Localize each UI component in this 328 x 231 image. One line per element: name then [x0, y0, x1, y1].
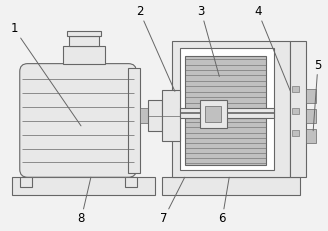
Bar — [180, 108, 274, 118]
Bar — [206, 106, 221, 122]
Text: 1: 1 — [10, 22, 81, 126]
Bar — [69, 36, 99, 46]
Bar — [63, 46, 105, 64]
Bar — [12, 177, 155, 195]
Bar — [185, 56, 266, 111]
Text: 8: 8 — [78, 177, 91, 225]
Bar — [172, 41, 291, 177]
Text: 5: 5 — [313, 59, 322, 131]
Text: 6: 6 — [218, 177, 229, 225]
Bar — [20, 177, 31, 187]
Bar — [293, 86, 299, 92]
Bar — [126, 177, 137, 187]
Bar — [67, 31, 101, 36]
Bar — [293, 108, 299, 114]
Bar — [306, 129, 316, 143]
Text: 2: 2 — [136, 5, 175, 91]
Bar — [199, 100, 227, 128]
Bar — [148, 100, 162, 131]
Bar — [293, 130, 299, 136]
Bar — [180, 48, 274, 170]
Bar — [162, 177, 300, 195]
Bar — [162, 90, 180, 141]
Text: 4: 4 — [254, 5, 291, 91]
Bar — [185, 118, 266, 165]
Bar — [306, 109, 316, 123]
Bar — [306, 89, 316, 103]
Bar — [140, 108, 148, 123]
Text: 3: 3 — [197, 5, 219, 76]
Bar — [129, 68, 140, 173]
Bar — [291, 41, 306, 177]
FancyBboxPatch shape — [20, 64, 136, 177]
Text: 7: 7 — [160, 177, 185, 225]
